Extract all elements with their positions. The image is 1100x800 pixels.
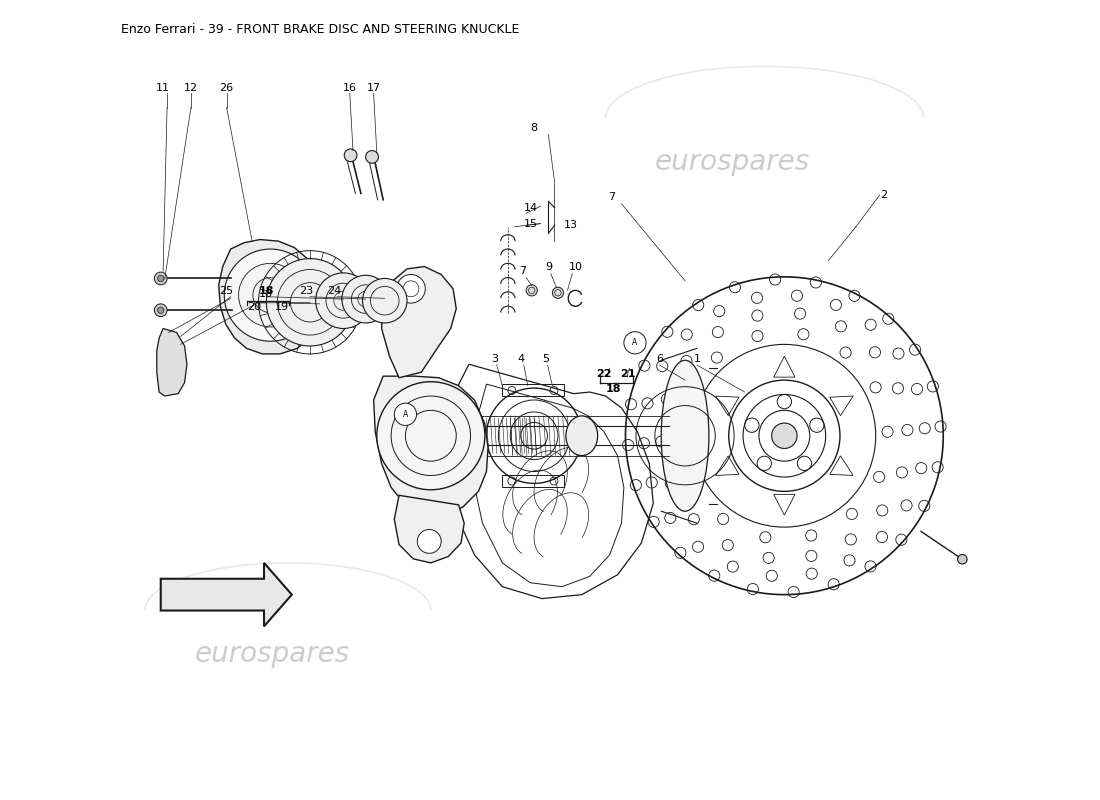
Ellipse shape — [565, 416, 597, 456]
Text: 20: 20 — [248, 302, 262, 312]
Text: 3: 3 — [491, 354, 498, 364]
Text: 25: 25 — [220, 286, 233, 296]
Circle shape — [224, 249, 317, 342]
Polygon shape — [219, 239, 324, 354]
Circle shape — [316, 273, 372, 329]
Text: 18: 18 — [606, 384, 621, 394]
Text: eurospares: eurospares — [656, 148, 811, 176]
Text: 12: 12 — [184, 82, 198, 93]
Text: eurospares: eurospares — [195, 640, 350, 668]
Text: 13: 13 — [563, 220, 578, 230]
Text: 7: 7 — [519, 266, 527, 276]
Text: 16: 16 — [343, 82, 356, 93]
Text: 22: 22 — [596, 369, 612, 378]
Text: 21: 21 — [620, 369, 636, 378]
Polygon shape — [161, 563, 292, 626]
Circle shape — [624, 332, 646, 354]
Circle shape — [526, 285, 537, 296]
Polygon shape — [156, 329, 187, 396]
Text: 18: 18 — [260, 289, 274, 298]
Circle shape — [377, 382, 485, 490]
Circle shape — [154, 304, 167, 317]
Text: 6: 6 — [656, 354, 663, 364]
Text: 26: 26 — [220, 82, 233, 93]
Text: 5: 5 — [541, 354, 549, 364]
Circle shape — [397, 274, 426, 303]
Ellipse shape — [661, 360, 708, 511]
Circle shape — [417, 530, 441, 554]
Circle shape — [365, 150, 378, 163]
Circle shape — [344, 149, 358, 162]
Circle shape — [958, 554, 967, 564]
Circle shape — [239, 263, 302, 327]
Text: 17: 17 — [366, 82, 381, 93]
Circle shape — [552, 287, 563, 298]
Text: 18: 18 — [258, 286, 274, 296]
Text: 2: 2 — [880, 190, 888, 200]
Text: 15: 15 — [524, 218, 538, 229]
Circle shape — [157, 307, 164, 314]
Circle shape — [394, 403, 417, 426]
Text: 10: 10 — [569, 262, 582, 272]
Polygon shape — [374, 376, 488, 515]
Text: Enzo Ferrari - 39 - FRONT BRAKE DISC AND STEERING KNUCKLE: Enzo Ferrari - 39 - FRONT BRAKE DISC AND… — [121, 22, 519, 36]
Polygon shape — [382, 266, 456, 378]
Text: 11: 11 — [156, 82, 170, 93]
Text: A: A — [403, 410, 408, 418]
Circle shape — [342, 275, 389, 323]
Text: A: A — [632, 338, 638, 347]
Text: 9: 9 — [544, 262, 552, 272]
Circle shape — [157, 275, 164, 282]
Text: 4: 4 — [518, 354, 525, 364]
Text: 23: 23 — [299, 286, 314, 296]
Circle shape — [363, 278, 407, 323]
Circle shape — [772, 423, 798, 449]
Text: 19: 19 — [275, 302, 289, 312]
Text: 7: 7 — [608, 193, 616, 202]
Polygon shape — [394, 495, 464, 563]
Circle shape — [154, 272, 167, 285]
Text: 14: 14 — [524, 202, 538, 213]
Text: 8: 8 — [530, 123, 538, 134]
Text: 1: 1 — [693, 354, 701, 364]
Text: 24: 24 — [327, 286, 341, 296]
Circle shape — [266, 258, 354, 346]
